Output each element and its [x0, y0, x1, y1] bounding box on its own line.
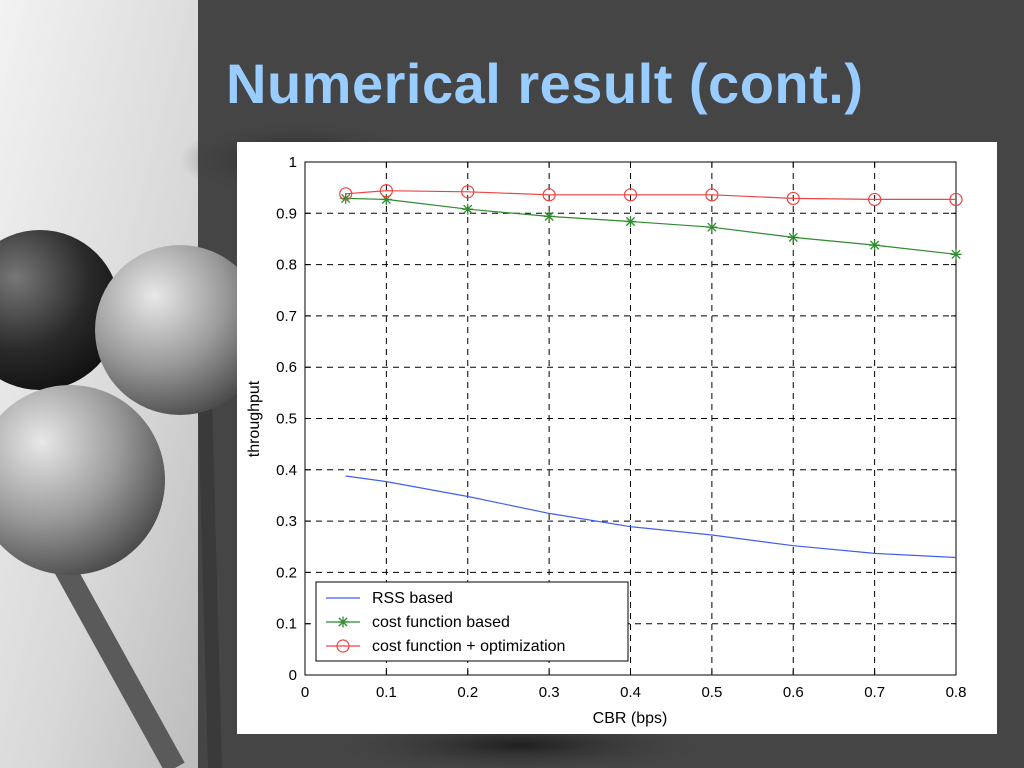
data-point-cost-function-optimization — [949, 192, 963, 207]
legend-label-cost-function-optimization: cost function + optimization — [372, 638, 565, 655]
x-tick-label: 0.8 — [946, 684, 967, 701]
marker-stroke — [338, 617, 348, 627]
marker-stroke — [341, 193, 351, 204]
throughput-chart: 0 0.1 0.2 0.3 0.4 0.5 0.6 0.7 0.8 0 0.1 0.2 0.3 0.4 0.… — [246, 154, 966, 727]
series-cost-function-based — [340, 192, 962, 260]
data-point-cost-function-optimization — [623, 188, 638, 202]
x-axis-title: CBR (bps) — [593, 710, 668, 727]
y-axis-title: throughput — [246, 380, 263, 457]
series-rss-based — [345, 475, 957, 559]
y-tick-label: 0.1 — [276, 616, 297, 633]
marker-stroke — [625, 216, 636, 227]
marker-stroke — [463, 204, 473, 214]
data-point-cost-function-optimization — [786, 191, 800, 206]
legend-item-cost-function-based: cost function based — [326, 614, 510, 631]
y-tick-label: 0.4 — [276, 462, 297, 479]
data-point-cost-function-optimization — [868, 192, 882, 207]
legend-item-cost-function-optimization: cost function + optimization — [326, 638, 565, 655]
marker-stroke — [788, 232, 798, 242]
y-tick-label: 0 — [289, 667, 297, 684]
data-point-cost-function-based — [625, 216, 636, 228]
marker-stroke — [951, 249, 961, 259]
data-point-cost-function-based — [543, 210, 555, 222]
axis-ticks: 0 0.1 0.2 0.3 0.4 0.5 0.6 0.7 0.8 0 0.1 0.2 0.3 0.4 0.… — [276, 154, 966, 701]
data-point-cost-function-optimization — [339, 187, 353, 201]
marker-stroke — [707, 222, 717, 232]
data-point-cost-function-optimization — [705, 188, 719, 202]
series-cost-function-optimization — [339, 184, 963, 207]
data-point-cost-function-optimization — [379, 184, 393, 198]
x-tick-label: 0 — [301, 684, 309, 701]
x-tick-label: 0.7 — [864, 684, 885, 701]
y-tick-label: 0.5 — [276, 411, 297, 428]
data-point-cost-function-based — [869, 239, 881, 251]
x-tick-label: 0.5 — [701, 684, 722, 701]
x-tick-label: 0.6 — [783, 684, 804, 701]
y-tick-label: 0.6 — [276, 359, 297, 376]
chart-panel: 0 0.1 0.2 0.3 0.4 0.5 0.6 0.7 0.8 0 0.1 0.2 0.3 0.4 0.… — [237, 142, 997, 734]
legend-marker-cost-function-optimization — [336, 639, 350, 653]
grid-lines — [305, 162, 956, 675]
legend-marker-cost-function-based — [337, 616, 349, 628]
data-point-cost-function-based — [462, 203, 474, 215]
data-point-cost-function-based — [950, 248, 962, 260]
legend: RSS based cost function based cost functio… — [315, 581, 629, 662]
y-tick-label: 0.8 — [276, 257, 297, 274]
series-line-rss-based — [345, 475, 957, 559]
data-point-cost-function-based — [706, 221, 718, 233]
x-tick-label: 0.1 — [376, 684, 397, 701]
y-tick-label: 0.7 — [276, 308, 297, 325]
marker-stroke — [870, 240, 880, 250]
marker-stroke — [544, 211, 554, 221]
legend-label-rss-based: RSS based — [372, 590, 453, 607]
y-tick-label: 0.2 — [276, 564, 297, 581]
data-point-cost-function-based — [787, 231, 799, 243]
legend-label-cost-function-based: cost function based — [372, 614, 510, 631]
x-tick-label: 0.2 — [457, 684, 478, 701]
y-tick-label: 0.9 — [276, 205, 297, 222]
series-line-cost-function-optimization — [345, 190, 956, 201]
x-tick-label: 0.3 — [539, 684, 560, 701]
x-tick-label: 0.4 — [620, 684, 641, 701]
legend-box — [315, 581, 629, 662]
data-point-cost-function-optimization — [542, 188, 556, 202]
series-layer — [339, 184, 963, 559]
y-tick-label: 0.3 — [276, 513, 297, 530]
data-point-cost-function-optimization — [461, 185, 475, 199]
slide-title: Numerical result (cont.) — [226, 52, 864, 115]
y-tick-label: 1 — [289, 154, 297, 171]
legend-item-rss-based: RSS based — [326, 590, 453, 607]
